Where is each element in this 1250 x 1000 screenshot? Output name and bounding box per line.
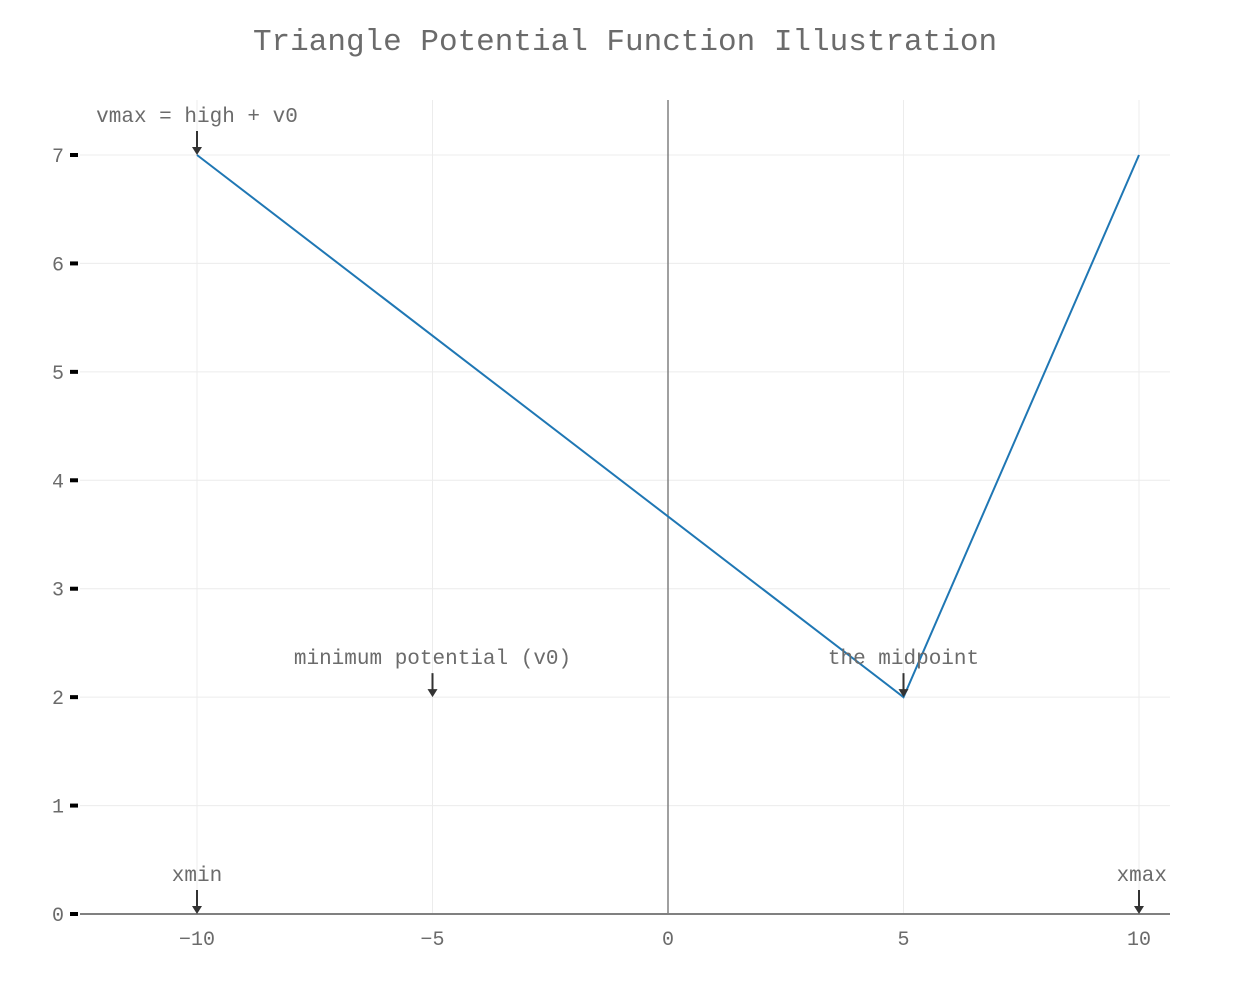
axes: −10 −5 0 5 10 0 1 2 3 4 5 6 7 xyxy=(52,100,1170,952)
annotation-arrowhead xyxy=(192,147,202,155)
annotation-label: xmax xyxy=(1117,865,1167,888)
x-tick-label: −10 xyxy=(179,929,215,952)
annotation-label: minimum potential (v0) xyxy=(294,648,571,671)
x-tick-label: 5 xyxy=(897,929,909,952)
annotation-arrowhead xyxy=(427,689,438,698)
y-tick-label: 3 xyxy=(52,580,64,603)
annotations: vmax = high + v0 minimum potential (v0) th… xyxy=(96,106,1167,914)
y-tick-label: 0 xyxy=(52,905,64,928)
y-tick-label: 2 xyxy=(52,688,64,711)
x-tick-label: 10 xyxy=(1127,929,1151,952)
x-tick-label: −5 xyxy=(420,929,444,952)
y-tick-label: 4 xyxy=(52,471,64,494)
annotation-label: the midpoint xyxy=(828,648,979,671)
annotation-arrowhead xyxy=(898,689,909,698)
annotation-arrowhead xyxy=(1134,906,1144,914)
y-tick-label: 1 xyxy=(52,797,64,820)
x-tick-label: 0 xyxy=(662,929,674,952)
annotation-label: xmin xyxy=(172,865,222,888)
y-tick-label: 6 xyxy=(52,254,64,277)
annotation-arrowhead xyxy=(192,906,202,914)
y-tick-label: 5 xyxy=(52,363,64,386)
grid xyxy=(80,100,1170,914)
chart-title: Triangle Potential Function Illustration xyxy=(253,25,997,60)
annotation-label: vmax = high + v0 xyxy=(96,106,298,129)
y-tick-label: 7 xyxy=(52,146,64,169)
